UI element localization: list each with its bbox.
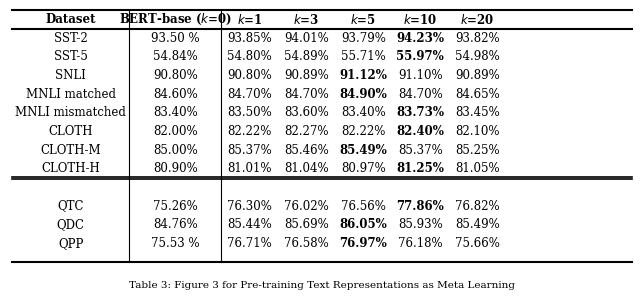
- Text: 90.89%: 90.89%: [455, 69, 500, 82]
- Text: CLOTH: CLOTH: [49, 125, 93, 138]
- Text: 94.01%: 94.01%: [284, 32, 329, 45]
- Text: 81.04%: 81.04%: [284, 162, 329, 175]
- Text: 76.56%: 76.56%: [341, 200, 386, 213]
- Text: 83.73%: 83.73%: [396, 106, 444, 119]
- Text: 83.40%: 83.40%: [153, 106, 198, 119]
- Text: 75.53 %: 75.53 %: [151, 237, 200, 250]
- Text: 86.05%: 86.05%: [340, 218, 387, 231]
- Text: 83.45%: 83.45%: [455, 106, 500, 119]
- Text: 75.66%: 75.66%: [455, 237, 500, 250]
- Text: 82.00%: 82.00%: [153, 125, 198, 138]
- Text: 76.82%: 76.82%: [455, 200, 500, 213]
- Text: 75.26%: 75.26%: [153, 200, 198, 213]
- Text: BERT-base ($k$=0): BERT-base ($k$=0): [118, 12, 232, 27]
- Text: 76.02%: 76.02%: [284, 200, 329, 213]
- Text: 77.86%: 77.86%: [397, 200, 444, 213]
- Text: MNLI mismatched: MNLI mismatched: [15, 106, 126, 119]
- Text: 91.10%: 91.10%: [398, 69, 443, 82]
- Text: 76.58%: 76.58%: [284, 237, 329, 250]
- Text: QPP: QPP: [58, 237, 83, 250]
- Text: 80.97%: 80.97%: [341, 162, 386, 175]
- Text: 85.37%: 85.37%: [227, 144, 272, 157]
- Text: 93.50 %: 93.50 %: [151, 32, 200, 45]
- Text: $k$=5: $k$=5: [351, 13, 376, 27]
- Text: Table 3: Figure 3 for Pre-training Text Representations as Meta Learning: Table 3: Figure 3 for Pre-training Text …: [129, 281, 515, 290]
- Text: 54.89%: 54.89%: [284, 51, 329, 63]
- Text: 55.71%: 55.71%: [341, 51, 386, 63]
- Text: 76.71%: 76.71%: [227, 237, 272, 250]
- Text: 85.25%: 85.25%: [455, 144, 500, 157]
- Text: 90.80%: 90.80%: [227, 69, 272, 82]
- Text: 54.84%: 54.84%: [153, 51, 198, 63]
- Text: 76.30%: 76.30%: [227, 200, 272, 213]
- Text: 85.44%: 85.44%: [227, 218, 272, 231]
- Text: 84.60%: 84.60%: [153, 88, 198, 101]
- Text: 85.49%: 85.49%: [340, 144, 387, 157]
- Text: 90.80%: 90.80%: [153, 69, 198, 82]
- Text: 76.97%: 76.97%: [340, 237, 387, 250]
- Text: SST-2: SST-2: [54, 32, 88, 45]
- Text: 84.76%: 84.76%: [153, 218, 198, 231]
- Text: CLOTH-M: CLOTH-M: [40, 144, 101, 157]
- Text: 82.22%: 82.22%: [227, 125, 272, 138]
- Text: 76.18%: 76.18%: [398, 237, 443, 250]
- Text: 91.12%: 91.12%: [339, 69, 387, 82]
- Text: 81.01%: 81.01%: [227, 162, 272, 175]
- Text: 94.23%: 94.23%: [396, 32, 444, 45]
- Text: CLOTH-H: CLOTH-H: [42, 162, 100, 175]
- Text: 85.69%: 85.69%: [284, 218, 329, 231]
- Text: 81.25%: 81.25%: [396, 162, 444, 175]
- Text: SNLI: SNLI: [56, 69, 86, 82]
- Text: 84.70%: 84.70%: [284, 88, 329, 101]
- Text: 84.70%: 84.70%: [398, 88, 443, 101]
- Text: 83.40%: 83.40%: [341, 106, 386, 119]
- Text: 93.85%: 93.85%: [227, 32, 272, 45]
- Text: 84.70%: 84.70%: [227, 88, 272, 101]
- Text: $k$=3: $k$=3: [293, 13, 319, 27]
- Text: 85.46%: 85.46%: [284, 144, 329, 157]
- Text: 90.89%: 90.89%: [284, 69, 329, 82]
- Text: 84.65%: 84.65%: [455, 88, 500, 101]
- Text: 82.27%: 82.27%: [284, 125, 329, 138]
- Text: SST-5: SST-5: [54, 51, 88, 63]
- Text: QTC: QTC: [58, 200, 84, 213]
- Text: 85.49%: 85.49%: [455, 218, 500, 231]
- Text: $k$=10: $k$=10: [403, 13, 438, 27]
- Text: 83.50%: 83.50%: [227, 106, 272, 119]
- Text: 55.97%: 55.97%: [397, 51, 444, 63]
- Text: 85.93%: 85.93%: [398, 218, 443, 231]
- Text: 82.40%: 82.40%: [396, 125, 444, 138]
- Text: 83.60%: 83.60%: [284, 106, 329, 119]
- Text: $k$=20: $k$=20: [460, 13, 495, 27]
- Text: QDC: QDC: [57, 218, 85, 231]
- Text: 85.37%: 85.37%: [398, 144, 443, 157]
- Text: 80.90%: 80.90%: [153, 162, 198, 175]
- Text: 84.90%: 84.90%: [340, 88, 387, 101]
- Text: $k$=1: $k$=1: [237, 13, 262, 27]
- Text: 54.80%: 54.80%: [227, 51, 272, 63]
- Text: Dataset: Dataset: [45, 13, 96, 26]
- Text: 82.10%: 82.10%: [455, 125, 500, 138]
- Text: 82.22%: 82.22%: [341, 125, 386, 138]
- Text: 54.98%: 54.98%: [455, 51, 500, 63]
- Text: 85.00%: 85.00%: [153, 144, 198, 157]
- Text: 81.05%: 81.05%: [455, 162, 500, 175]
- Text: 93.79%: 93.79%: [341, 32, 386, 45]
- Text: 93.82%: 93.82%: [455, 32, 500, 45]
- Text: MNLI matched: MNLI matched: [26, 88, 116, 101]
